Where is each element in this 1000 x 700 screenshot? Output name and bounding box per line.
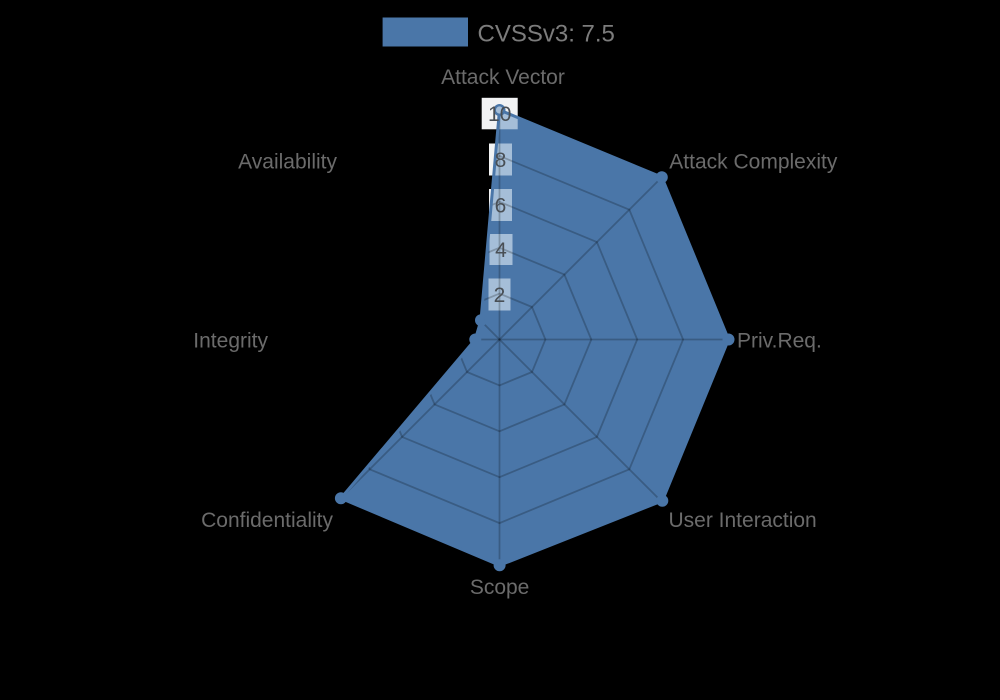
svg-text:6: 6 <box>495 195 507 218</box>
svg-text:10: 10 <box>488 103 511 126</box>
svg-text:CVSSv3: 7.5: CVSSv3: 7.5 <box>478 21 615 48</box>
svg-text:Integrity: Integrity <box>193 330 268 353</box>
svg-text:8: 8 <box>495 149 507 172</box>
svg-text:Scope: Scope <box>470 576 530 599</box>
svg-text:Attack Complexity: Attack Complexity <box>669 151 838 174</box>
svg-text:Availability: Availability <box>238 151 337 174</box>
svg-text:Priv.Req.: Priv.Req. <box>737 330 822 353</box>
svg-text:Attack Vector: Attack Vector <box>441 66 565 89</box>
svg-text:4: 4 <box>495 239 507 262</box>
svg-text:Confidentiality: Confidentiality <box>201 509 333 532</box>
svg-text:User Interaction: User Interaction <box>669 509 817 532</box>
svg-text:2: 2 <box>494 284 506 307</box>
